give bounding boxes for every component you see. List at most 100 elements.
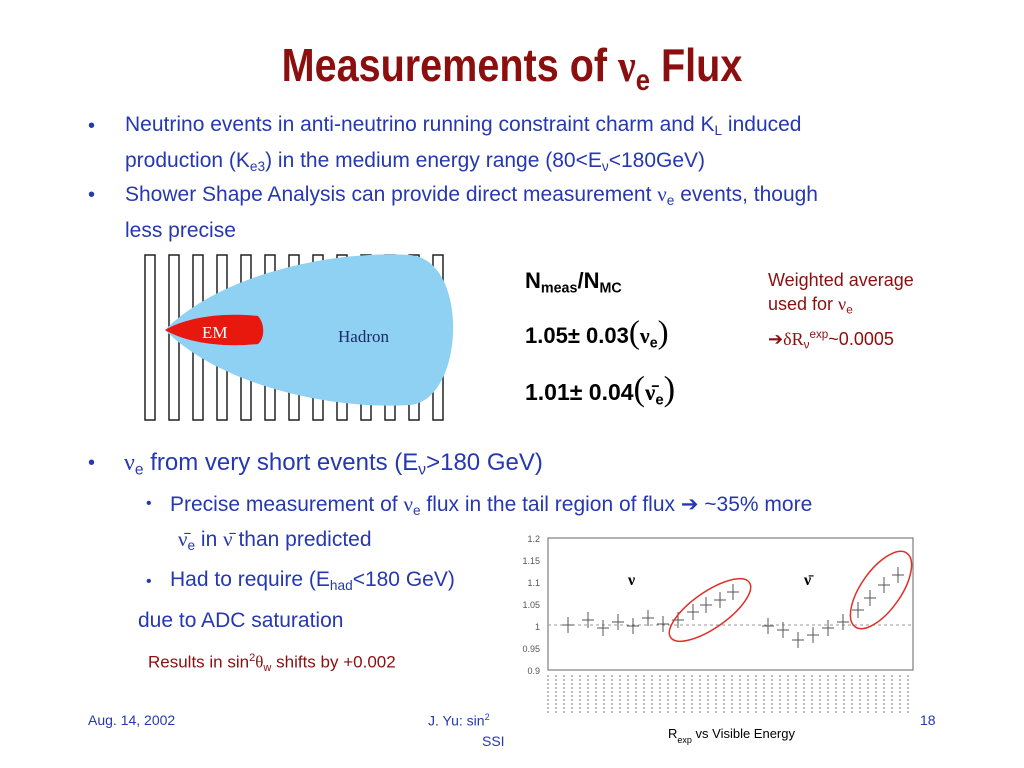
nu-label: ν — [627, 572, 635, 589]
plot-ytick-label: 0.9 — [527, 666, 540, 676]
text-run: ν — [838, 294, 847, 314]
text-run: ν̄ — [178, 527, 188, 551]
superscript: exp — [809, 327, 829, 341]
text-run: than predicted — [232, 528, 372, 551]
subscript: ν — [601, 159, 609, 175]
bullet-text: Precise measurement of νe flux in the ta… — [170, 492, 812, 518]
subscript: e — [134, 461, 144, 479]
plain-text: due to ADC saturation — [138, 609, 343, 633]
plot-ytick-label: 1.15 — [522, 556, 540, 566]
subscript: MC — [599, 280, 622, 297]
bullet-text: νe from very short events (Eν>180 GeV) — [124, 449, 543, 480]
subscript: w — [263, 661, 272, 674]
footer-date: Aug. 14, 2002 — [88, 712, 176, 728]
text-run: ν̄ — [645, 380, 656, 405]
text-run: ~35% more — [698, 493, 813, 516]
plot-xlabel: Rexp vs Visible Energy — [668, 726, 795, 745]
subscript: e — [412, 503, 421, 519]
text-run: ν — [657, 182, 667, 206]
plot-ytick-label: 0.95 — [522, 644, 540, 654]
footer-page: 18 — [920, 712, 936, 728]
text-run: ν — [618, 40, 636, 91]
plot-image: 1.2 1.15 1.1 1.05 1 0.95 0.9 ν ν̄ Rexp vs Visi… — [508, 530, 918, 748]
bullet: • — [88, 452, 96, 474]
nubar-label: ν̄ — [803, 572, 814, 589]
hadron-label: Hadron — [338, 327, 389, 346]
text-run: 0.03 — [579, 323, 629, 348]
text-run: Shower Shape Analysis can provide direct… — [125, 183, 658, 206]
text-run: events, though less precise — [125, 183, 818, 243]
result-text: Results in sin2θw shifts by +0.002 — [148, 652, 396, 674]
bullet-text: Shower Shape Analysis can provide direct… — [125, 179, 845, 246]
text-run: ν — [403, 492, 413, 516]
bullet-text: Had to require (Ehad<180 GeV) — [170, 568, 455, 593]
text-run: <180 GeV) — [352, 568, 455, 591]
text-run: ) — [657, 315, 669, 351]
text-run: ν̄ — [223, 527, 233, 551]
bullet-text: ν̄e in ν̄ than predicted — [178, 527, 372, 553]
slide-title: Measurements of νe Flux — [72, 38, 953, 98]
text-run: N — [525, 268, 541, 293]
ratio-row: 1.05± 0.03(νe) — [525, 315, 669, 352]
text-run: ν — [124, 450, 135, 476]
text-run: δR — [783, 328, 804, 349]
text-run: <180GeV) — [608, 149, 706, 173]
ratio-header: Nmeas/NMC — [525, 268, 622, 296]
text-run: θ — [255, 652, 264, 672]
text-run: due to ADC saturation — [138, 609, 344, 632]
plot-frame — [547, 537, 914, 671]
bullet: • — [88, 115, 96, 137]
text-run: ± — [567, 323, 580, 348]
subscript: ν — [418, 461, 427, 479]
subscript: e — [649, 335, 658, 352]
subscript: had — [329, 578, 353, 594]
superscript: 2 — [484, 712, 490, 722]
bullet: • — [88, 184, 96, 206]
text-run: ) — [663, 370, 676, 408]
note-line: ➔δRνexp~0.0005 — [768, 323, 914, 358]
plot-ytick-label: 1 — [535, 622, 540, 632]
ratio-row: 1.01± 0.04(ν̄e) — [525, 370, 675, 409]
em-shower — [165, 314, 264, 346]
plot-ytick-label: 1.2 — [527, 534, 540, 544]
note-line: used for νe — [768, 292, 914, 323]
bullet-text: Neutrino events in anti-neutrino running… — [125, 110, 905, 182]
subscript: e — [846, 303, 853, 317]
text-run: Neutrino events in anti-neutrino running… — [125, 113, 715, 136]
text-run: /N — [577, 268, 600, 293]
subscript: e — [655, 391, 664, 409]
shower-diagram: EM Hadron — [144, 254, 454, 421]
subscript: e — [187, 538, 196, 554]
text-run: ~0.0005 — [828, 328, 894, 349]
text-run: Results in sin — [148, 652, 250, 672]
footer-event: SSI — [482, 733, 505, 749]
text-run: ± — [569, 379, 583, 405]
text-run: >180 GeV) — [426, 449, 543, 476]
footer-author: J. Yu: sin2 — [428, 712, 490, 728]
note-line: Weighted average — [768, 268, 914, 292]
text-run: ➔ — [680, 493, 699, 516]
text-run: ) in the medium energy range (80<E — [265, 149, 602, 173]
text-run: J. Yu: sin — [428, 712, 485, 729]
text-run: Measurements of — [281, 39, 619, 91]
subscript: meas — [540, 280, 578, 297]
text-run: in — [195, 528, 224, 551]
text-run: ν — [639, 323, 650, 348]
text-run: Flux — [650, 39, 743, 91]
bullet: • — [146, 573, 152, 590]
text-run: from very short events (E — [143, 449, 419, 476]
superscript: 2 — [249, 652, 256, 664]
plot-ytick-label: 1.05 — [522, 600, 540, 610]
text-run: vs Visible Energy — [692, 726, 796, 741]
bullet: • — [146, 495, 152, 512]
text-run: shifts by +0.002 — [271, 652, 396, 672]
subscript: e — [635, 63, 651, 97]
text-run: ( — [628, 315, 640, 351]
text-run: flux in the tail region of flux — [420, 493, 681, 516]
plot-ytick-label: 1.1 — [527, 578, 540, 588]
text-run: R — [668, 726, 677, 741]
text-run: Had to require (E — [170, 568, 330, 591]
subscript: e3 — [249, 159, 266, 175]
note: Weighted average used for νe ➔δRνexp~0.0… — [768, 268, 914, 357]
